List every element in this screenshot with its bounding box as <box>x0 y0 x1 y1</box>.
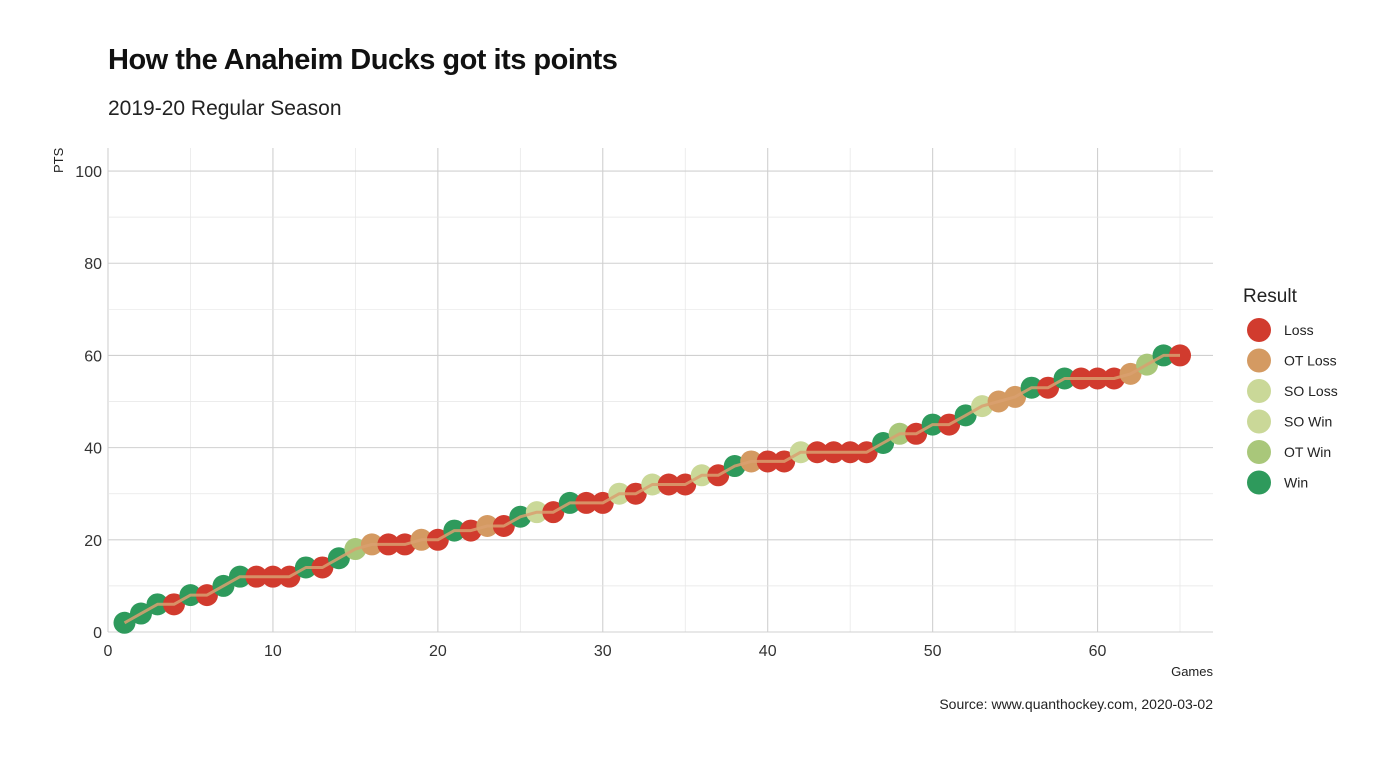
x-axis-title: Games <box>1171 664 1213 679</box>
y-tick-label: 80 <box>84 256 102 273</box>
legend-key <box>1247 470 1271 495</box>
chart-subtitle: 2019-20 Regular Season <box>108 97 342 120</box>
legend-key <box>1247 379 1271 403</box>
legend-key <box>1247 348 1271 373</box>
data-point <box>1169 344 1192 367</box>
legend: Result Loss OT Loss SO Loss SO Win OT Win Win <box>1243 286 1338 495</box>
legend-key <box>1247 318 1271 342</box>
legend-title: Result <box>1243 286 1298 307</box>
x-tick-label: 40 <box>759 643 777 660</box>
legend-key <box>1247 440 1271 464</box>
points-layer <box>113 344 1192 634</box>
x-tick-label: 20 <box>429 643 447 660</box>
x-tick-label: 30 <box>594 643 612 660</box>
source-caption: Source: www.quanthockey.com, 2020-03-02 <box>939 696 1213 712</box>
y-tick-label: 100 <box>75 164 102 181</box>
legend-key <box>1247 409 1271 434</box>
legend-label: Win <box>1284 475 1308 491</box>
x-tick-label: 50 <box>924 643 942 660</box>
x-tick-label: 10 <box>264 643 282 660</box>
legend-label: OT Win <box>1284 444 1331 460</box>
y-tick-label: 40 <box>84 441 102 458</box>
y-tick-label: 60 <box>84 348 102 365</box>
legend-label: Loss <box>1284 322 1314 338</box>
legend-label: SO Loss <box>1284 383 1338 399</box>
grid-layer <box>107 148 1213 633</box>
chart-title: How the Anaheim Ducks got its points <box>108 44 618 76</box>
axis-layer: 0 10 20 30 40 50 60 0 20 40 60 80 100 <box>75 164 1106 660</box>
x-tick-label: 0 <box>104 643 113 660</box>
points-line-overlay <box>123 353 1180 625</box>
x-tick-label: 60 <box>1089 643 1107 660</box>
y-tick-label: 0 <box>93 625 102 642</box>
legend-label: OT Loss <box>1284 353 1337 369</box>
legend-label: SO Win <box>1284 414 1332 430</box>
y-axis-title: PTS <box>51 147 66 173</box>
y-tick-label: 20 <box>84 533 102 550</box>
